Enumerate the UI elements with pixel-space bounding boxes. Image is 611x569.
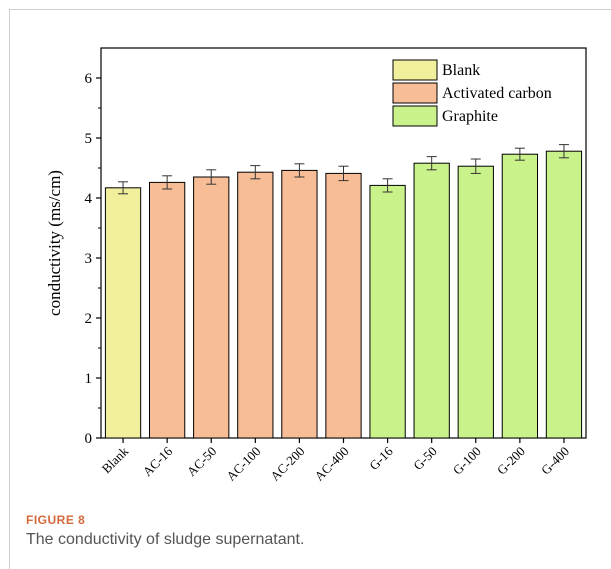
x-tick-label: AC-200 <box>267 444 307 484</box>
bar <box>457 165 494 439</box>
bar <box>193 176 230 439</box>
bar <box>369 184 406 439</box>
y-tick-label: 0 <box>85 431 93 447</box>
x-tick-label: G-50 <box>410 444 439 473</box>
legend-swatch <box>392 105 438 127</box>
x-tick-label: G-400 <box>538 444 572 478</box>
y-tick-label: 5 <box>85 131 93 147</box>
figure-label: FIGURE 8 <box>26 513 86 527</box>
x-tick-label: G-200 <box>494 444 528 478</box>
x-tick-label: G-100 <box>450 444 484 478</box>
x-tick-label: AC-16 <box>140 443 176 479</box>
x-tick-label: AC-50 <box>184 444 220 480</box>
y-tick-label: 2 <box>85 311 93 327</box>
y-tick-label: 1 <box>85 371 93 387</box>
x-tick-label: AC-400 <box>311 444 351 484</box>
bar <box>413 162 450 439</box>
y-tick-label: 3 <box>85 251 93 267</box>
bar <box>545 150 583 439</box>
bar <box>325 172 362 439</box>
bar <box>104 187 142 439</box>
figure-caption: The conductivity of sludge supernatant. <box>26 531 305 548</box>
legend-swatch <box>392 82 438 104</box>
y-tick-label: 4 <box>85 191 93 207</box>
y-axis-label: conductivity (ms/cm) <box>45 170 64 316</box>
legend-label: Activated carbon <box>442 85 552 102</box>
bar <box>237 171 274 439</box>
bar <box>149 181 186 439</box>
x-tick-label: G-16 <box>366 443 396 473</box>
legend-swatch <box>392 59 438 81</box>
bar <box>281 169 318 439</box>
legend-label: Graphite <box>442 108 498 125</box>
legend-label: Blank <box>442 62 480 79</box>
x-tick-label: Blank <box>99 443 132 476</box>
y-tick-label: 6 <box>85 71 93 87</box>
x-tick-label: AC-100 <box>223 444 263 484</box>
figure-panel: 0 1 2 3 4 5 6 conductivity (ms/cm) Blank AC-16 AC-… <box>9 9 611 569</box>
bar <box>501 153 538 439</box>
